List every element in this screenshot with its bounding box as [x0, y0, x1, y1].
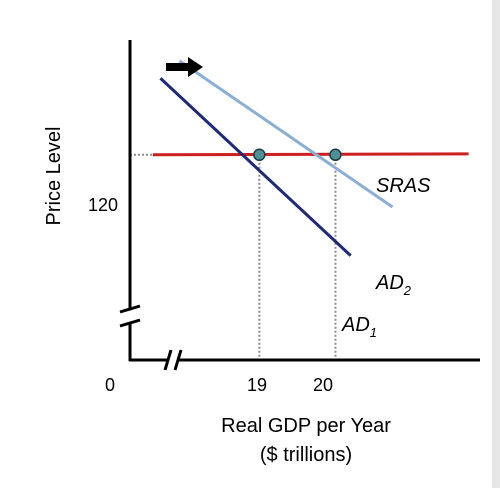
- right-edge-strip: [492, 0, 500, 488]
- x-tick-label-19: 19: [247, 375, 267, 395]
- ad1-label: AD1: [341, 314, 377, 340]
- ad2-curve: [178, 59, 394, 209]
- sras-label: SRAS: [376, 175, 431, 197]
- ad1-subscript: 1: [370, 325, 377, 340]
- sras-curve: [152, 152, 469, 157]
- y-axis-title: Price Level: [43, 127, 65, 226]
- x-axis-title: Real GDP per Year: [221, 415, 391, 437]
- equilibrium-point-19: [253, 148, 266, 162]
- x-tick-label-20: 20: [313, 375, 333, 395]
- shift-arrow: [166, 57, 203, 77]
- curves: [152, 59, 469, 257]
- shift-right-arrow-icon: [166, 57, 203, 77]
- y-tick-label-120: 120: [88, 195, 118, 215]
- x-axis-break-mark-2: [173, 349, 183, 371]
- x-axis-break-mark-1: [163, 349, 173, 371]
- y-axis-break-mark-2: [119, 318, 141, 328]
- origin-label: 0: [105, 375, 115, 395]
- ad2-subscript: 2: [403, 283, 412, 298]
- equilibrium-points: [253, 148, 342, 162]
- x-axis-subtitle: ($ trillions): [260, 444, 352, 466]
- ad1-curve: [159, 77, 352, 257]
- guide-lines: [130, 153, 337, 360]
- ad2-label: AD2: [375, 272, 412, 298]
- y-axis-break-mark-1: [119, 304, 141, 314]
- equilibrium-point-20: [329, 148, 342, 162]
- axes: [119, 40, 480, 371]
